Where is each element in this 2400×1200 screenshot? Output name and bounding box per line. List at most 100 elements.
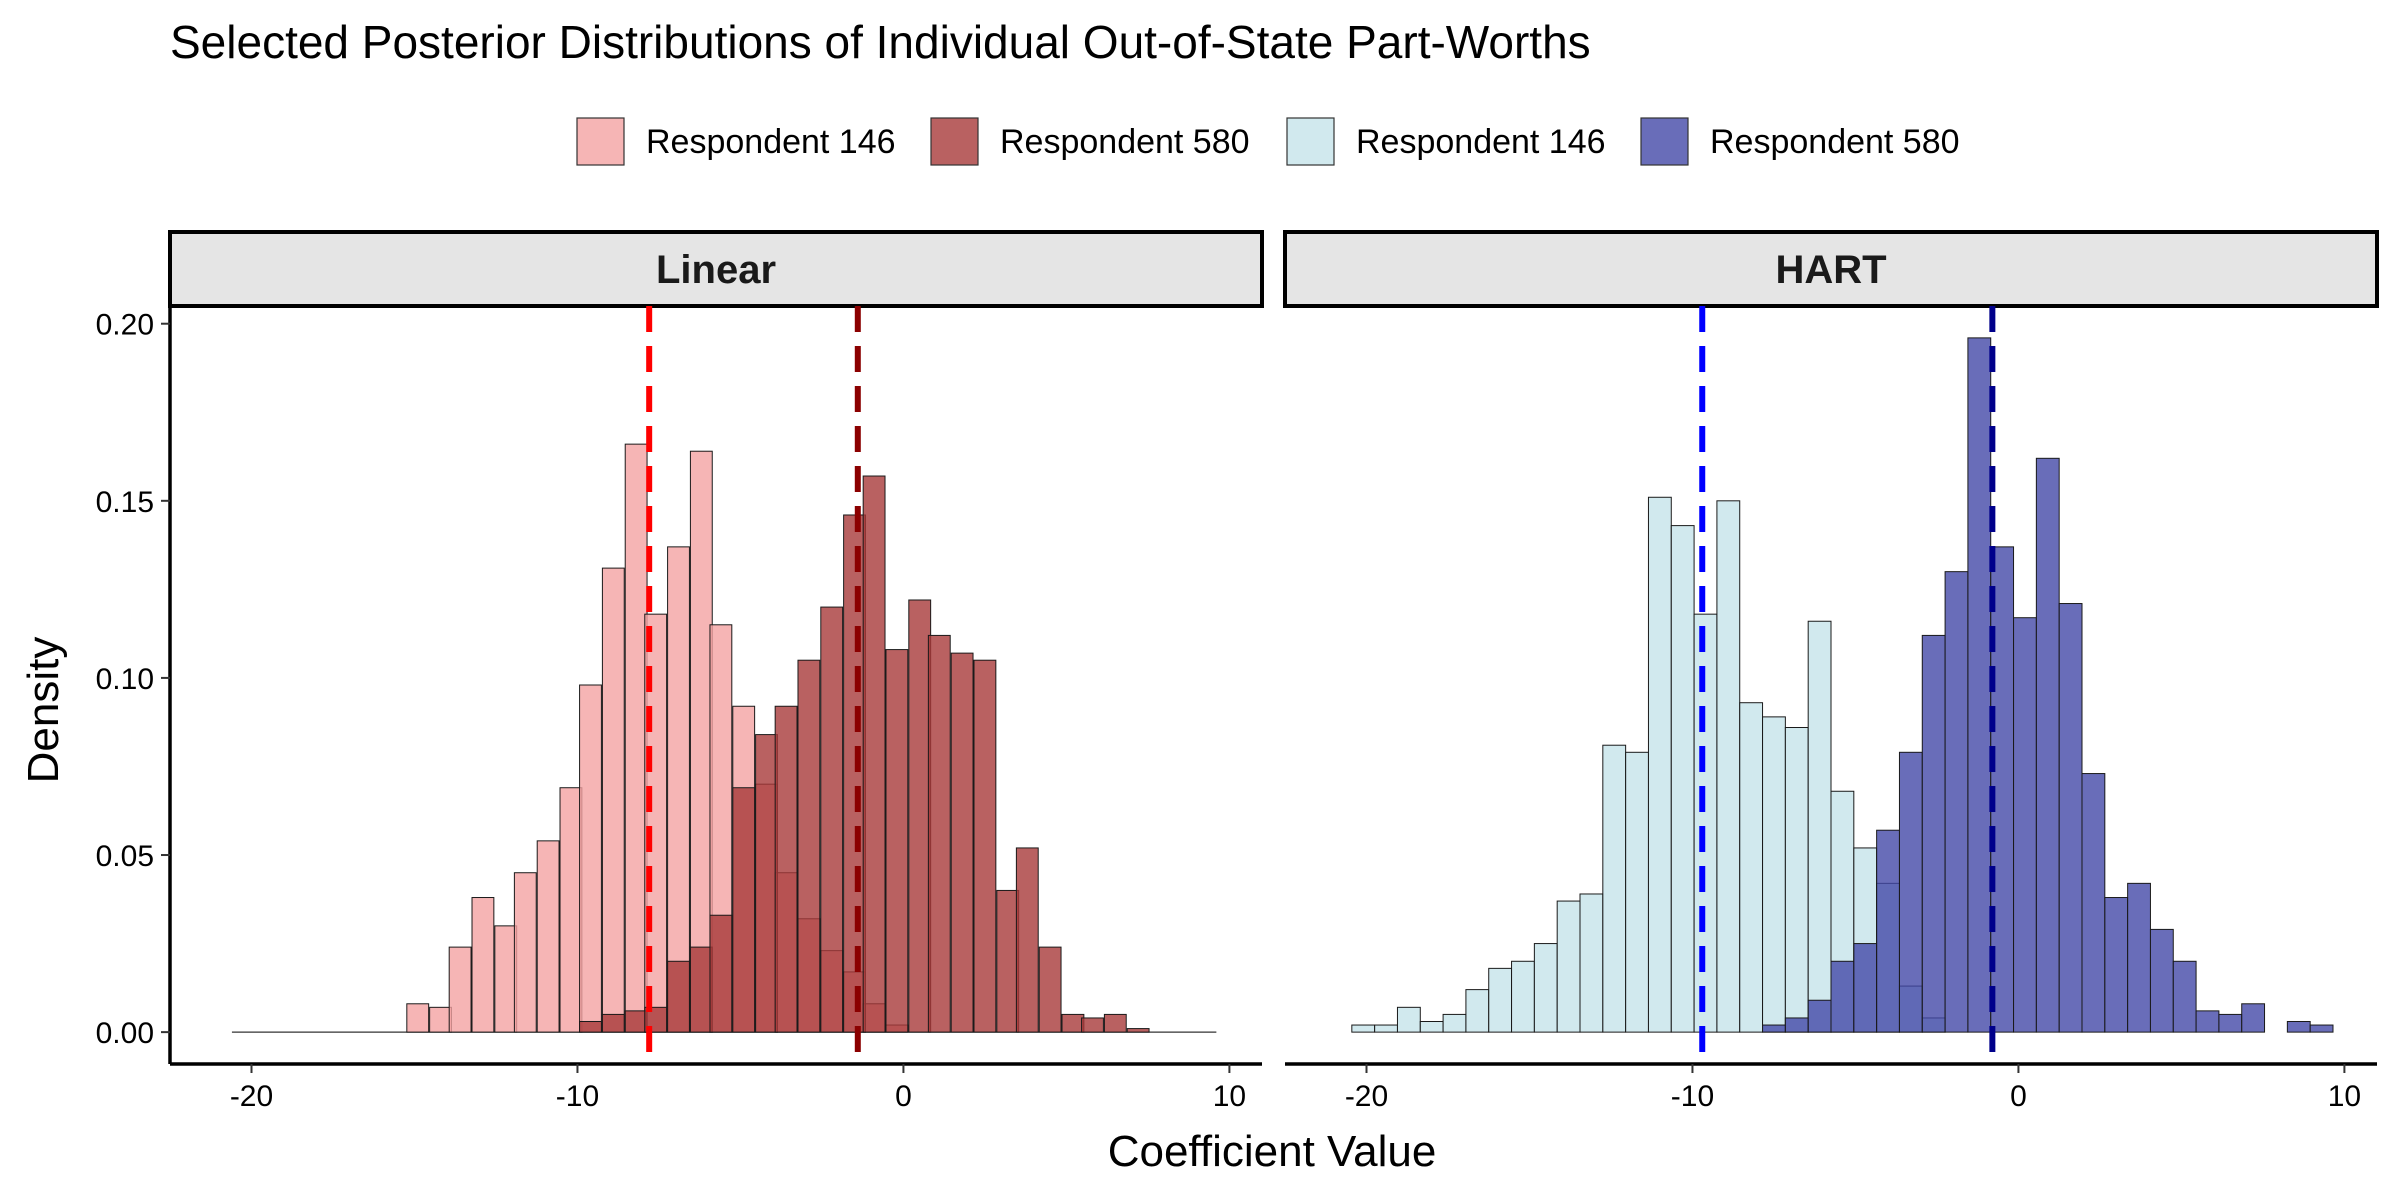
histogram-bar <box>732 787 756 1033</box>
histogram-bar <box>559 787 583 1033</box>
series-1 <box>1762 337 2334 1033</box>
histogram-bar <box>667 546 690 1033</box>
y-tick-label: 0.00 <box>96 1017 154 1050</box>
y-tick-label: 0.15 <box>96 486 154 519</box>
legend: Respondent 146 Respondent 580 Respondent 1… <box>576 117 1960 166</box>
histogram-bar <box>448 946 472 1033</box>
y-tick-label: 0.05 <box>96 840 154 873</box>
histogram-bar <box>2241 1003 2266 1033</box>
histogram-bar <box>1015 847 1039 1033</box>
histogram-bar <box>2286 1020 2311 1033</box>
histogram-bar <box>1442 1013 1467 1033</box>
legend-label: Respondent 580 <box>1710 123 1960 161</box>
histogram-bar <box>624 1010 648 1033</box>
series-1 <box>579 475 1150 1033</box>
histogram-bar <box>1921 634 1946 1033</box>
histogram-bar <box>1853 943 1878 1033</box>
x-axis-title: Coefficient Value <box>1108 1127 1437 1176</box>
y-tick-label: 0.10 <box>96 663 154 696</box>
histogram-bar <box>1081 1017 1104 1033</box>
x-tick-label: -10 <box>1671 1080 1714 1113</box>
histogram-bar <box>2172 960 2197 1033</box>
strip-label: Linear <box>656 248 776 292</box>
panel-1: HART -20 -10 0 10 <box>1283 230 2379 1113</box>
legend-label: Respondent 146 <box>1356 123 1606 161</box>
histogram-bar <box>2195 1010 2220 1033</box>
legend-swatch <box>1640 117 1689 166</box>
histogram-bar <box>1716 500 1741 1033</box>
histogram-bar <box>494 925 518 1033</box>
histogram-bar <box>1061 1013 1085 1033</box>
legend-swatch <box>1286 117 1335 166</box>
histogram-bar <box>1419 1020 1444 1033</box>
histogram-bar <box>1374 1024 1398 1033</box>
histogram-bar <box>689 946 713 1033</box>
histogram-bar <box>862 475 886 1033</box>
histogram-bar <box>2309 1024 2334 1033</box>
histogram-bar <box>429 1006 452 1033</box>
histogram-bar <box>1784 1017 1809 1033</box>
panels: Linear -20 -10 0 10 0.00 0.05 0.10 0.15 0.20 HART -… <box>96 230 2379 1113</box>
histogram-bar <box>973 659 997 1033</box>
histogram-bar <box>1967 337 1992 1033</box>
histogram-bar <box>1807 620 1832 1033</box>
x-tick-label: -10 <box>556 1080 599 1113</box>
histogram-bar <box>1602 744 1627 1033</box>
histogram-bar <box>709 914 733 1033</box>
x-tick-label: -20 <box>1345 1080 1388 1113</box>
x-tick-label: 10 <box>1213 1080 1246 1113</box>
histogram-bar <box>601 1013 625 1033</box>
histogram-bar <box>1693 613 1718 1033</box>
strip-label: HART <box>1775 248 1886 292</box>
histogram-bar <box>1533 943 1558 1033</box>
histogram-bar <box>1579 893 1604 1033</box>
histogram-bar <box>797 659 821 1033</box>
histogram-bar <box>471 897 495 1033</box>
histogram-bar <box>1103 1013 1127 1033</box>
histogram-bar <box>513 872 537 1033</box>
panel-0: Linear -20 -10 0 10 0.00 0.05 0.10 0.15 0.20 <box>96 230 1264 1113</box>
histogram-bar <box>1625 751 1649 1033</box>
chart-title: Selected Posterior Distributions of Indi… <box>170 16 1591 68</box>
histogram-bar <box>579 684 602 1033</box>
histogram-bar <box>1739 702 1764 1033</box>
histogram-bar <box>406 1003 430 1033</box>
histogram-bar <box>2035 457 2060 1033</box>
histogram-bar <box>1830 960 1855 1033</box>
strip-background <box>168 230 1264 308</box>
histogram-bar <box>1556 900 1581 1033</box>
series-0 <box>1351 496 1946 1033</box>
histogram-bar <box>624 443 648 1033</box>
histogram-bar <box>1944 571 1969 1033</box>
legend-label: Respondent 580 <box>1000 123 1250 161</box>
x-tick-label: 0 <box>895 1080 912 1113</box>
histogram-bar <box>2127 882 2151 1033</box>
histogram-bar <box>1784 727 1809 1033</box>
histogram-bar <box>950 652 974 1033</box>
histogram-bar <box>689 450 713 1033</box>
y-axis-title: Density <box>19 637 68 784</box>
histogram-bar <box>1762 1024 1786 1033</box>
histogram-bar <box>1807 999 1832 1033</box>
histogram-bar <box>1876 829 1900 1033</box>
strip-background <box>1283 230 2379 308</box>
histogram-bar <box>1762 716 1786 1033</box>
histogram-bar <box>908 599 932 1033</box>
histogram-bar <box>1898 751 1923 1033</box>
histogram-bar <box>2013 617 2037 1033</box>
legend-item: Respondent 580 <box>930 117 1250 166</box>
legend-swatch <box>930 117 979 166</box>
legend-swatch <box>576 117 625 166</box>
histogram-bar <box>2104 897 2129 1033</box>
histogram-bar <box>667 960 690 1033</box>
legend-label: Respondent 146 <box>646 123 896 161</box>
histogram-bar <box>536 840 560 1033</box>
legend-item: Respondent 580 <box>1640 117 1960 166</box>
histogram-bar <box>1511 960 1535 1033</box>
histogram-bar <box>1488 967 1513 1033</box>
histogram-bar <box>996 889 1020 1033</box>
histogram-bar <box>774 705 798 1033</box>
legend-item: Respondent 146 <box>1286 117 1606 166</box>
